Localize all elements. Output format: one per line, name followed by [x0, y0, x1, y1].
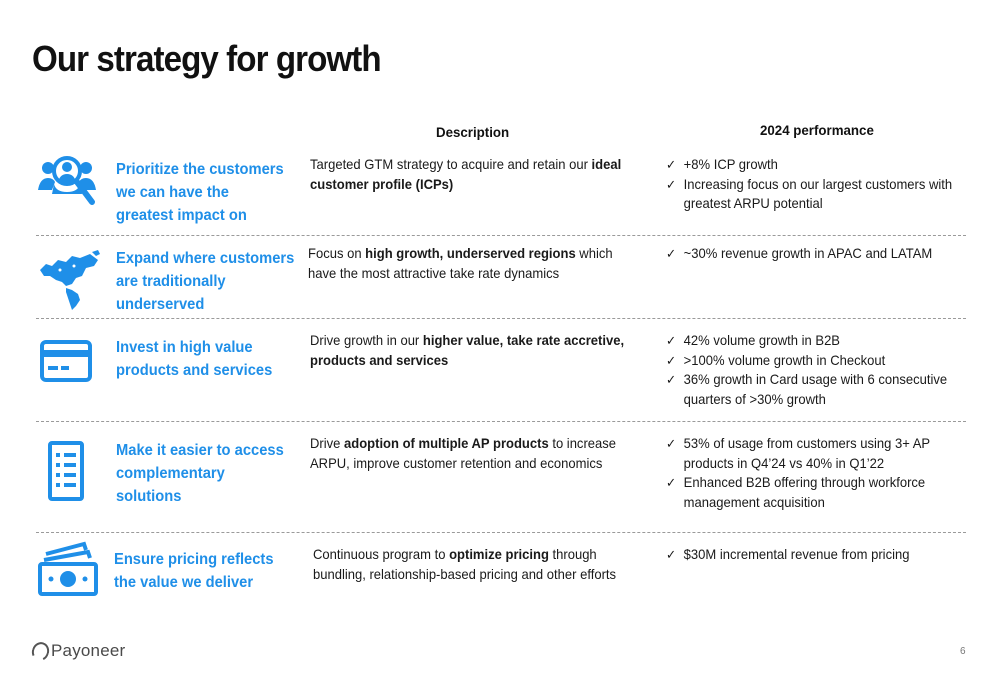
logo-text: Payoneer — [51, 641, 126, 660]
checkmark-icon: ✓ — [666, 157, 677, 172]
checklist-document-icon — [36, 441, 102, 501]
americas-map-icon — [36, 250, 102, 310]
list-item: ✓ >100% volume growth in Checkout — [666, 351, 964, 371]
performance-list: ✓ $30M incremental revenue from pricing — [666, 545, 964, 565]
checkmark-icon: ✓ — [666, 246, 677, 261]
row-divider — [36, 421, 966, 422]
list-item: ✓ 53% of usage from customers using 3+ AP… — [666, 435, 930, 471]
credit-card-icon — [36, 334, 102, 394]
checkmark-icon: ✓ — [666, 176, 677, 192]
checkmark-icon: ✓ — [666, 333, 677, 348]
strategy-description: Focus on high growth, underserved region… — [308, 245, 613, 281]
strategy-title: Expand where customers are traditionally u… — [116, 250, 295, 313]
description-column-header: Description — [436, 124, 510, 140]
list-item: ✓ Enhanced B2B offering through workforce… — [666, 474, 926, 510]
list-item: ✓ Increasing focus on our largest custome… — [666, 175, 953, 212]
list-item: ✓ +8% ICP growth — [666, 155, 964, 175]
checkmark-icon: ✓ — [666, 352, 677, 368]
performance-list: ✓ +8% ICP growth ✓ Increasing focus on our… — [666, 155, 964, 214]
list-item: ✓ 36% growth in Card usage with 6 consecu… — [666, 371, 948, 407]
strategy-title: Ensure pricing reflects the value we deli… — [114, 551, 274, 591]
performance-column-header: 2024 performance — [760, 122, 874, 138]
checkmark-icon: ✓ — [666, 547, 677, 562]
row-divider — [36, 235, 966, 236]
row-divider — [36, 532, 966, 533]
list-item: ✓ 42% volume growth in B2B — [666, 331, 964, 351]
list-item: ✓ $30M incremental revenue from pricing — [666, 545, 964, 565]
strategy-title: Make it easier to access complementary sol… — [116, 442, 284, 505]
strategy-title: Prioritize the customers we can have the g… — [116, 161, 284, 224]
performance-list: ✓ 42% volume growth in B2B ✓ >100% volume … — [666, 331, 964, 409]
strategy-title: Invest in high value products and service… — [116, 339, 273, 379]
payoneer-logo: Payoneer — [29, 639, 126, 663]
strategy-description: Drive adoption of multiple AP products t… — [310, 435, 617, 471]
performance-list: ✓ ~30% revenue growth in APAC and LATAM — [666, 244, 964, 264]
checkmark-icon: ✓ — [666, 475, 677, 490]
cash-bills-icon — [36, 540, 102, 600]
list-item: ✓ ~30% revenue growth in APAC and LATAM — [666, 244, 964, 264]
row-divider — [36, 318, 966, 319]
strategy-description: Continuous program to optimize pricing t… — [313, 546, 617, 582]
performance-list: ✓ 53% of usage from customers using 3+ AP… — [666, 434, 964, 512]
customer-magnifier-icon — [36, 154, 102, 214]
strategy-description: Targeted GTM strategy to acquire and ret… — [310, 156, 622, 192]
logo-mark-icon — [29, 639, 52, 663]
strategy-description: Drive growth in our higher value, take r… — [310, 332, 625, 368]
page-title: Our strategy for growth — [32, 38, 382, 79]
checkmark-icon: ✓ — [666, 372, 677, 387]
checkmark-icon: ✓ — [666, 436, 677, 451]
page-number: 6 — [960, 646, 966, 657]
